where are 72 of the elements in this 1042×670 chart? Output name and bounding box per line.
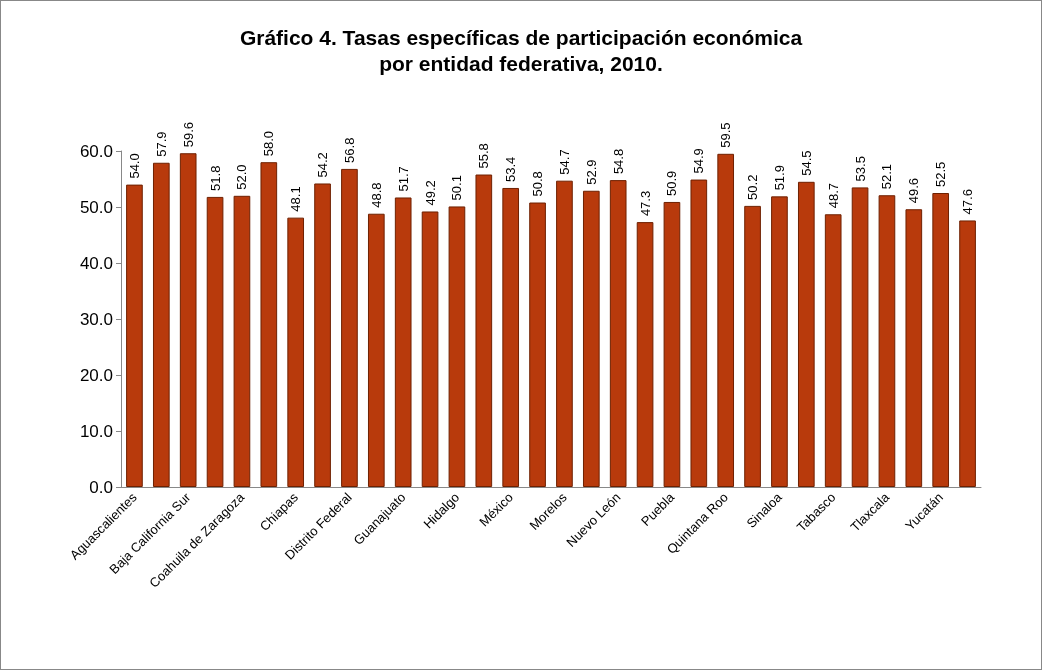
data-label: 53.5 <box>852 156 868 182</box>
y-tick-label: 30.0 <box>79 309 113 329</box>
bar <box>905 209 923 487</box>
bar <box>126 184 143 487</box>
bar <box>878 195 896 487</box>
data-label: 56.8 <box>341 137 357 163</box>
y-tick-label: 50.0 <box>79 197 113 217</box>
data-label: 48.7 <box>825 182 841 209</box>
data-label: 53.4 <box>503 156 519 182</box>
y-tick-label: 60.0 <box>79 141 113 161</box>
data-label: 54.0 <box>126 153 142 179</box>
data-label: 52.5 <box>933 161 949 187</box>
data-label: 54.9 <box>691 148 707 174</box>
data-label: 48.8 <box>368 182 384 208</box>
bar <box>287 217 305 487</box>
bar <box>394 197 412 487</box>
data-label: 54.2 <box>315 152 331 178</box>
data-label: 50.1 <box>449 175 465 201</box>
bar <box>663 201 681 487</box>
bar <box>690 179 708 487</box>
data-label: 49.2 <box>422 180 438 206</box>
bar <box>233 195 251 487</box>
bar <box>717 153 735 487</box>
data-label: 52.9 <box>583 159 599 185</box>
bar <box>932 193 950 487</box>
bar <box>582 190 600 487</box>
bar <box>448 206 466 487</box>
bar <box>421 211 439 487</box>
bar <box>206 196 224 487</box>
bar <box>260 162 278 487</box>
bar <box>152 162 170 487</box>
data-label: 52.0 <box>234 164 250 190</box>
y-tick-label: 10.0 <box>79 421 113 441</box>
data-label: 50.2 <box>745 174 761 200</box>
bar <box>529 202 546 487</box>
data-label: 47.6 <box>960 189 976 215</box>
data-label: 51.7 <box>395 166 411 192</box>
chart-title: Gráfico 4. Tasas específicas de participación económica por entidad federativa, 2010. <box>239 25 803 75</box>
data-label: 47.3 <box>637 190 653 217</box>
bar <box>824 214 842 487</box>
data-label: 51.9 <box>771 165 787 191</box>
y-tick-label: 0.0 <box>89 477 113 497</box>
bar <box>959 220 976 487</box>
bar <box>797 181 815 487</box>
y-tick-label: 40.0 <box>79 253 113 273</box>
bar <box>502 187 520 487</box>
data-label: 50.9 <box>664 170 680 196</box>
bar <box>179 153 197 487</box>
bar <box>367 213 385 487</box>
data-label: 59.6 <box>180 121 196 148</box>
data-label: 57.9 <box>153 131 169 157</box>
bar <box>636 222 654 487</box>
data-label: 49.6 <box>906 177 922 204</box>
data-label: 52.1 <box>879 163 895 190</box>
y-tick-label: 20.0 <box>79 365 113 385</box>
bar <box>744 205 761 487</box>
bar <box>771 196 788 487</box>
bar <box>341 168 358 487</box>
data-label: 55.8 <box>476 143 492 169</box>
bar <box>314 183 331 487</box>
bar <box>851 187 869 487</box>
data-label: 51.8 <box>207 165 223 191</box>
data-label: 54.8 <box>610 148 626 175</box>
data-label: 54.5 <box>798 150 814 176</box>
data-label: 54.7 <box>556 149 572 175</box>
bar <box>556 180 573 487</box>
bar <box>609 180 627 487</box>
data-label: 59.5 <box>718 122 734 148</box>
data-label: 50.8 <box>530 171 546 197</box>
data-label: 58.0 <box>261 130 277 157</box>
bar <box>475 174 493 487</box>
data-label: 48.1 <box>288 186 304 212</box>
